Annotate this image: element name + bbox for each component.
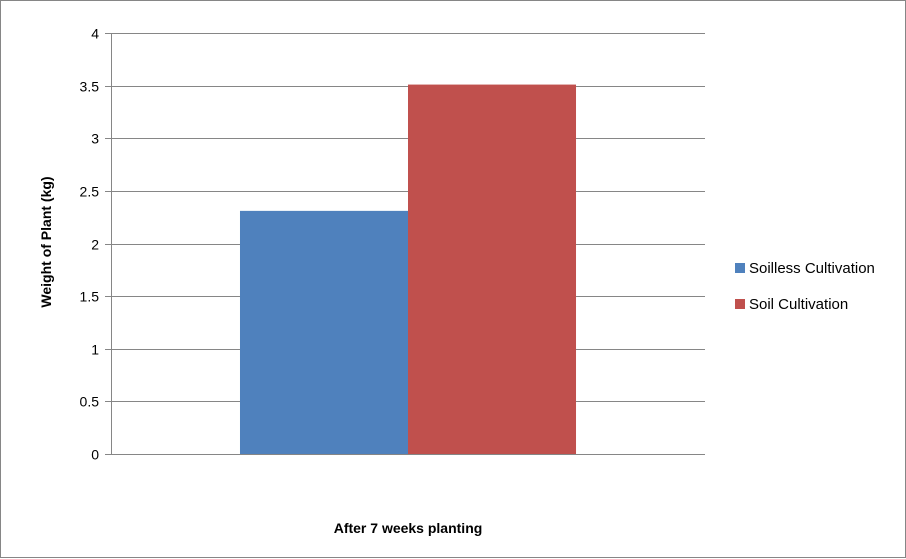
y-tick-label: 1 <box>91 342 99 358</box>
legend-swatch <box>735 263 745 273</box>
bar-soil-cultivation <box>408 84 577 454</box>
y-tick-label: 0 <box>91 447 99 463</box>
bar-layer <box>239 84 577 454</box>
x-axis-title: After 7 weeks planting <box>334 520 483 536</box>
bar-soilless-cultivation <box>239 210 408 454</box>
y-tick-label: 2 <box>91 237 99 253</box>
legend-swatch <box>735 299 745 309</box>
y-tick-label: 1.5 <box>80 289 100 305</box>
legend-label: Soilless Cultivation <box>749 260 875 277</box>
y-tick-label: 4 <box>91 26 99 42</box>
y-tick-label: 0.5 <box>80 394 100 410</box>
legend: Soilless Cultivation Soil Cultivation <box>735 260 875 313</box>
y-tick-label: 3.5 <box>80 79 100 95</box>
y-tick-label: 2.5 <box>80 184 100 200</box>
legend-label: Soil Cultivation <box>749 296 848 313</box>
y-tick-label: 3 <box>91 131 99 147</box>
y-axis-title: Weight of Plant (kg) <box>38 176 54 307</box>
y-tick-labels: 0 0.5 1 1.5 2 2.5 3 3.5 4 <box>80 26 100 463</box>
